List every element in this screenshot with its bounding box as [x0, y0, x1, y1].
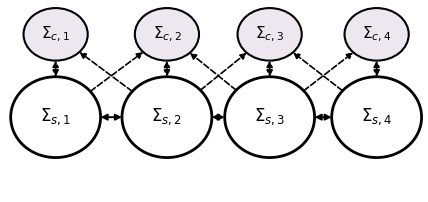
Text: $\Sigma_{c,4}$: $\Sigma_{c,4}$ [362, 25, 391, 44]
Ellipse shape [11, 77, 101, 158]
Text: $\Sigma_{c,2}$: $\Sigma_{c,2}$ [152, 25, 181, 44]
Text: $\Sigma_{s,4}$: $\Sigma_{s,4}$ [361, 107, 392, 127]
Text: $\Sigma_{c,1}$: $\Sigma_{c,1}$ [41, 25, 70, 44]
Text: $\Sigma_{s,3}$: $\Sigma_{s,3}$ [254, 107, 285, 127]
Text: $\Sigma_{s,1}$: $\Sigma_{s,1}$ [40, 107, 71, 127]
Text: $\Sigma_{c,3}$: $\Sigma_{c,3}$ [255, 25, 284, 44]
Ellipse shape [345, 8, 409, 61]
Ellipse shape [238, 8, 302, 61]
Ellipse shape [122, 77, 212, 158]
Ellipse shape [135, 8, 199, 61]
Text: $\Sigma_{s,2}$: $\Sigma_{s,2}$ [152, 107, 182, 127]
Ellipse shape [24, 8, 88, 61]
Ellipse shape [332, 77, 422, 158]
Ellipse shape [225, 77, 315, 158]
